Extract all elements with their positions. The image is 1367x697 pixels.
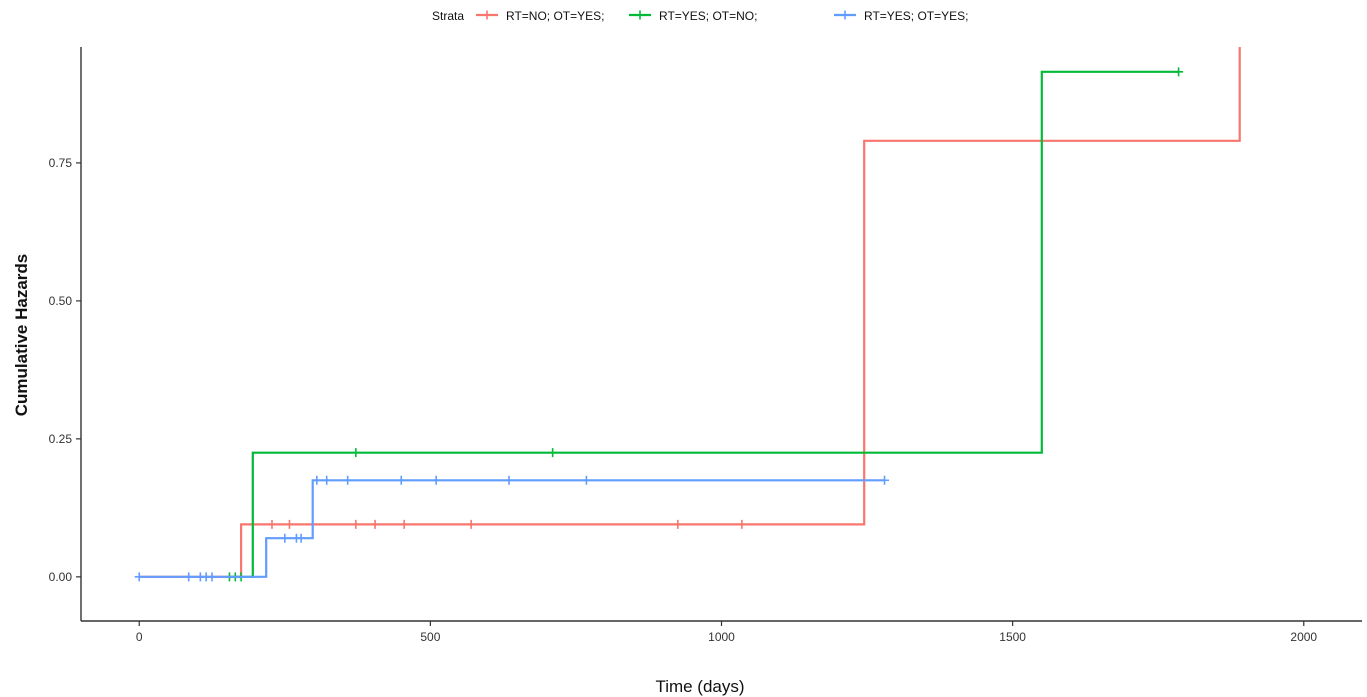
censor-mark — [296, 533, 306, 543]
x-tick-label: 500 — [420, 630, 440, 644]
x-axis-title: Time (days) — [655, 677, 744, 696]
censor-mark — [284, 519, 294, 529]
censor-mark — [343, 475, 353, 485]
censor-mark — [280, 533, 290, 543]
censor-mark — [134, 572, 144, 582]
x-tick-label: 0 — [136, 630, 143, 644]
legend-label: RT=YES; OT=NO; — [659, 9, 757, 23]
censor-mark — [1174, 67, 1184, 77]
legend-key — [629, 10, 651, 20]
censor-mark — [673, 519, 683, 529]
y-axis-title: Cumulative Hazards — [12, 254, 31, 417]
y-tick-label: 0.50 — [49, 294, 73, 308]
censor-mark — [370, 519, 380, 529]
legend-label: RT=NO; OT=YES; — [506, 9, 604, 23]
censor-mark — [322, 475, 332, 485]
x-tick-label: 2000 — [1290, 630, 1317, 644]
censor-mark — [351, 448, 361, 458]
series-line — [229, 70, 1179, 578]
axes — [80, 47, 1362, 622]
y-axis-ticks: 0.00 0.25 0.50 0.75 — [49, 156, 81, 584]
censor-mark — [737, 519, 747, 529]
censor-mark — [548, 448, 558, 458]
x-tick-label: 1500 — [999, 630, 1026, 644]
legend-key — [476, 10, 498, 20]
y-tick-label: 0.75 — [49, 156, 73, 170]
legend-key — [834, 10, 856, 20]
series-line — [139, 479, 885, 578]
legend: Strata RT=NO; OT=YES; RT=YES; OT=NO; RT=YE… — [432, 9, 968, 23]
censor-mark — [581, 475, 591, 485]
series-3 — [134, 475, 890, 582]
censor-mark — [207, 572, 217, 582]
series-1 — [139, 47, 1241, 578]
censor-mark — [399, 519, 409, 529]
series-2 — [224, 67, 1184, 582]
censor-mark — [431, 475, 441, 485]
series-line — [139, 47, 1241, 578]
x-axis-ticks: 0 500 1000 1500 2000 — [136, 621, 1317, 644]
censor-mark — [351, 519, 361, 529]
legend-title: Strata — [432, 9, 464, 23]
censor-mark — [880, 475, 890, 485]
y-tick-label: 0.25 — [49, 432, 73, 446]
censor-mark — [396, 475, 406, 485]
censor-mark — [312, 475, 322, 485]
y-tick-label: 0.00 — [49, 570, 73, 584]
censor-mark — [466, 519, 476, 529]
legend-label: RT=YES; OT=YES; — [864, 9, 968, 23]
plot-series — [134, 47, 1241, 582]
censor-mark — [504, 475, 514, 485]
censor-mark — [184, 572, 194, 582]
censor-mark — [267, 519, 277, 529]
x-tick-label: 1000 — [708, 630, 735, 644]
